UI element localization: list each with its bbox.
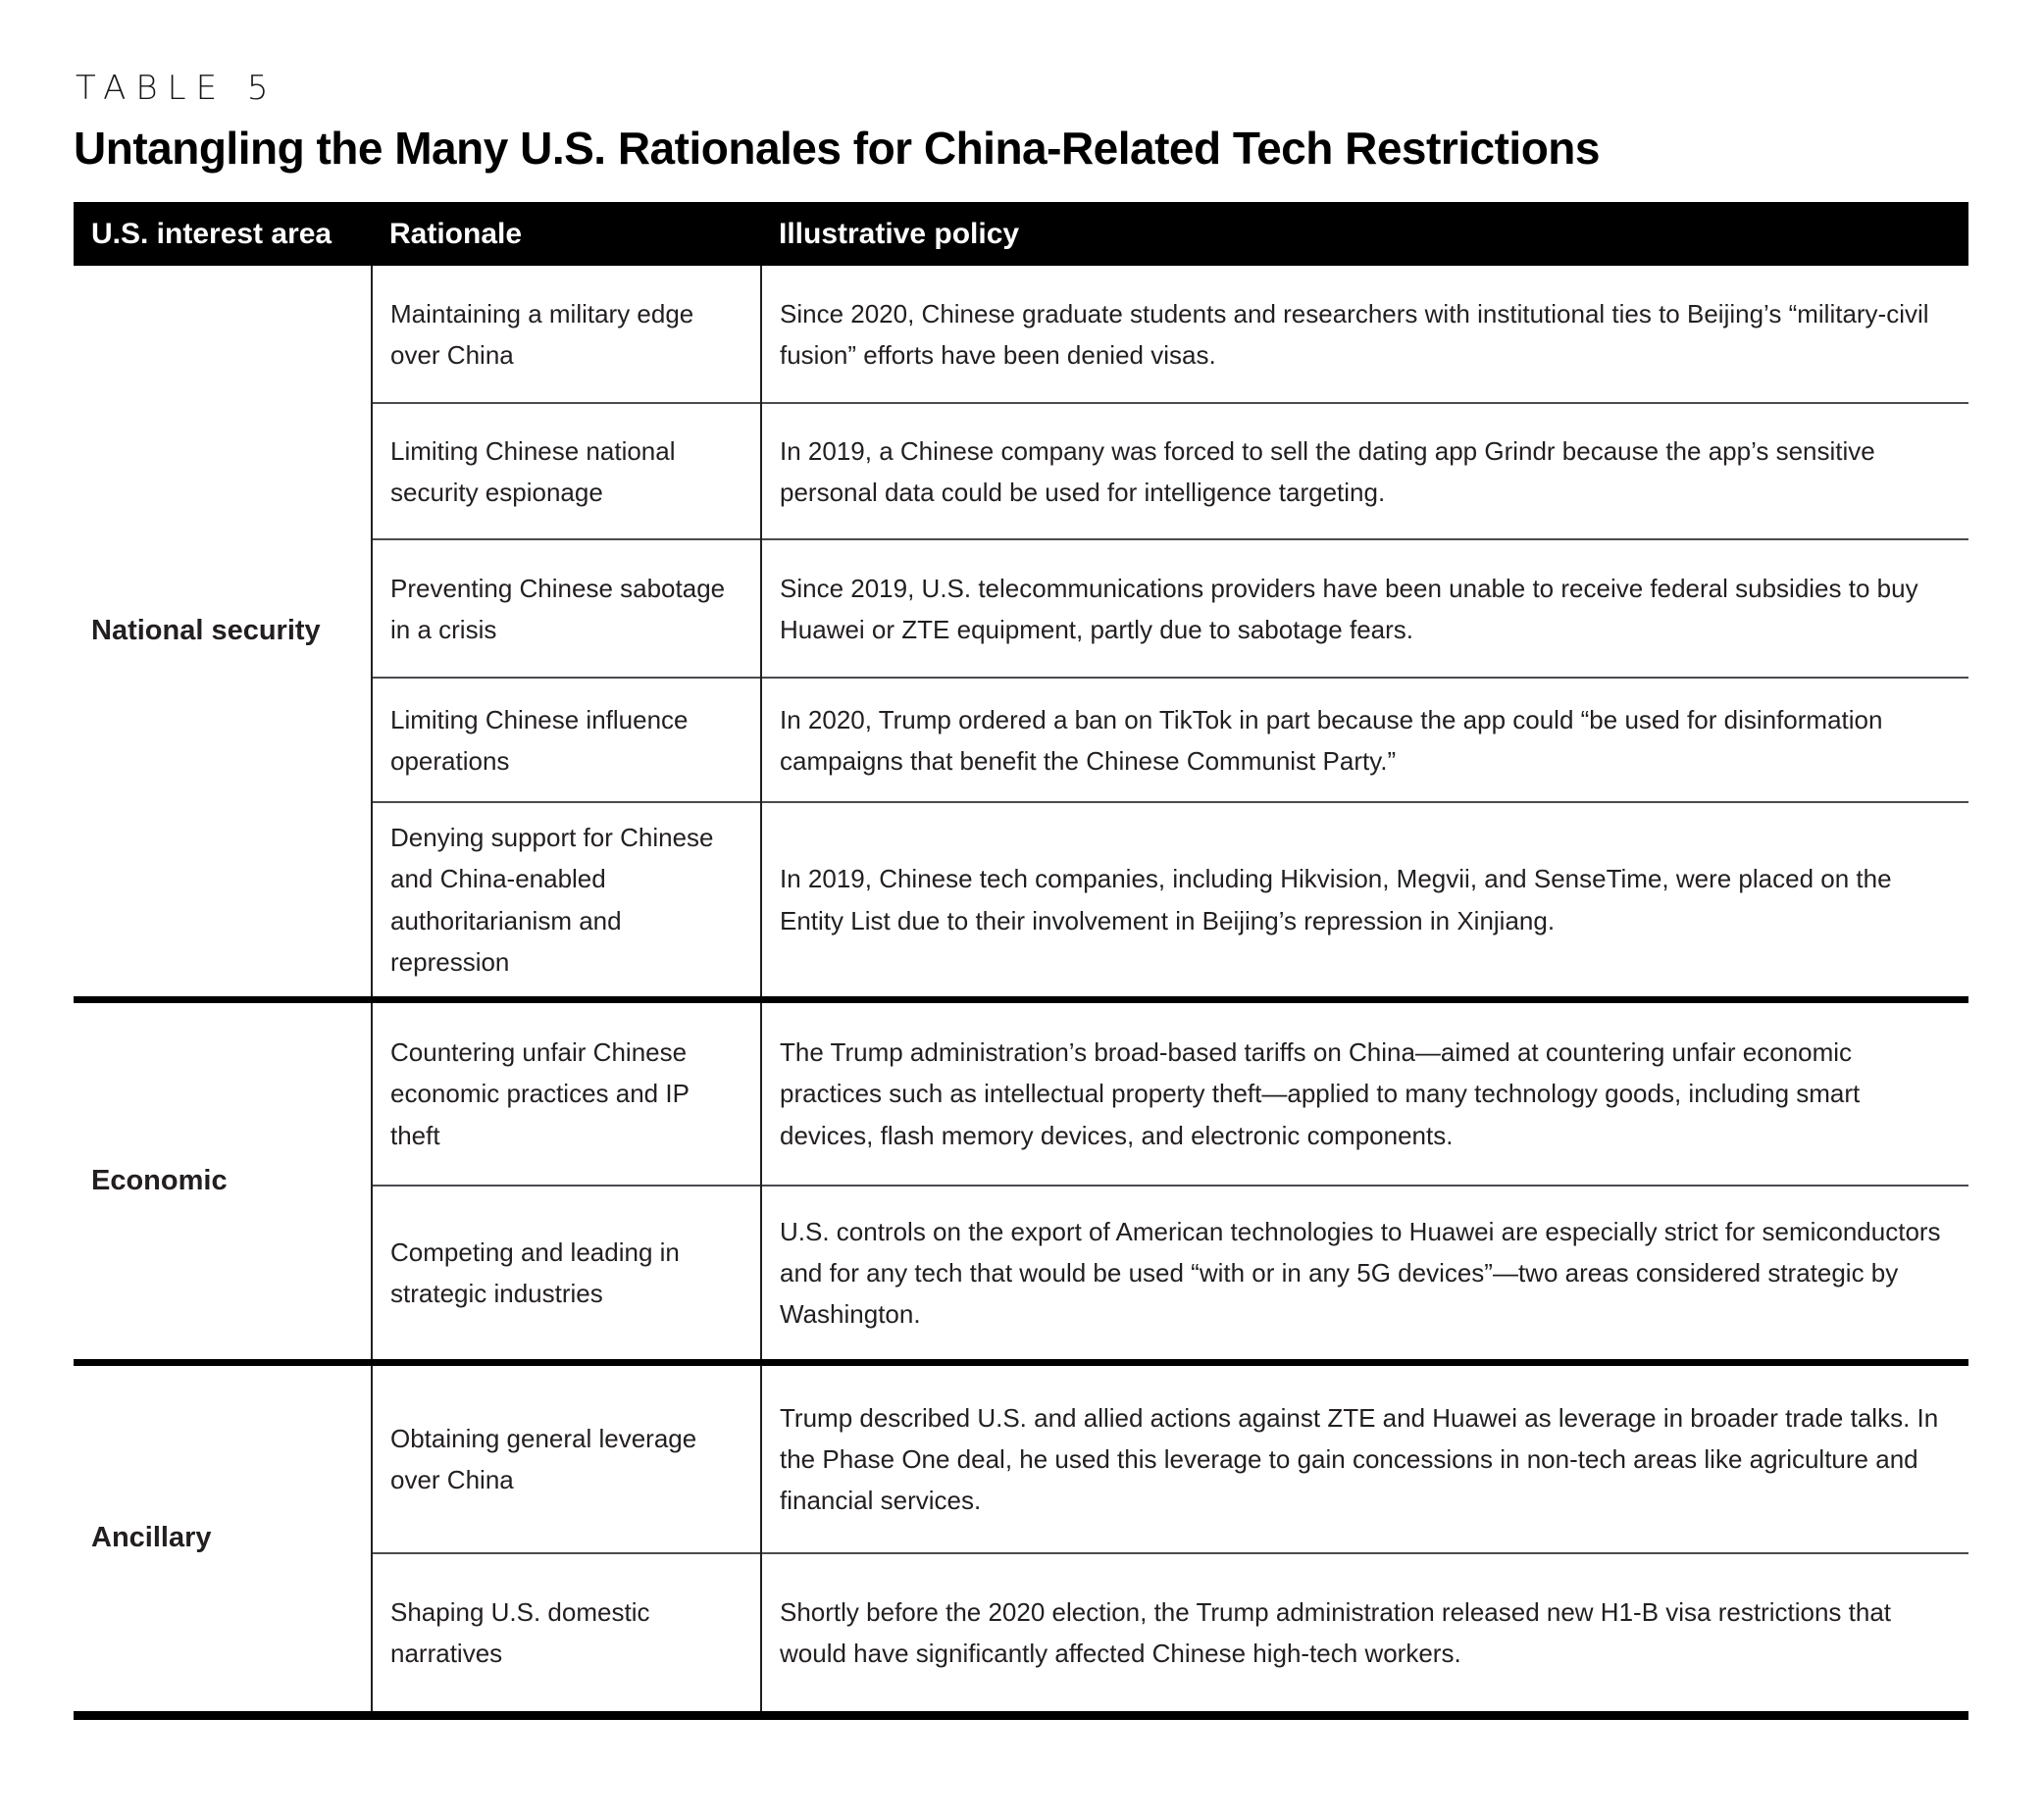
table-row: Preventing Chinese sabotage in a crisis … (74, 538, 1968, 679)
section-economic: Economic Countering unfair Chinese econo… (74, 995, 1968, 1363)
table-row: Competing and leading in strategic indus… (74, 1185, 1968, 1363)
section-ancillary: Ancillary Obtaining general leverage ove… (74, 1358, 1968, 1716)
policy-cell: In 2019, Chinese tech companies, includi… (760, 801, 1968, 1000)
rationale-cell: Preventing Chinese sabotage in a crisis (371, 538, 761, 679)
table-row: National security Maintaining a military… (74, 266, 1968, 1000)
policy-cell: In 2019, a Chinese company was forced to… (760, 402, 1968, 540)
table-header: U.S. interest area Rationale Illustrativ… (74, 202, 1968, 267)
column-header-rationale: Rationale (372, 202, 761, 267)
interest-area-cell: Economic (74, 995, 372, 1363)
column-header-interest-area: U.S. interest area (74, 202, 372, 267)
policy-cell: In 2020, Trump ordered a ban on TikTok i… (760, 677, 1968, 803)
interest-area-cell: National security (74, 266, 372, 1000)
rationale-cell: Countering unfair Chinese economic pract… (371, 995, 761, 1187)
rationale-cell: Denying support for Chinese and China-en… (371, 801, 761, 1000)
policy-cell: Trump described U.S. and allied actions … (760, 1358, 1968, 1554)
rationales-table: U.S. interest area Rationale Illustrativ… (74, 202, 1968, 1720)
table-row: Ancillary Obtaining general leverage ove… (74, 1358, 1968, 1716)
rationale-cell: Limiting Chinese national security espio… (371, 402, 761, 540)
rationale-cell: Obtaining general leverage over China (371, 1358, 761, 1554)
rationale-cell: Competing and leading in strategic indus… (371, 1185, 761, 1363)
table-row: Denying support for Chinese and China-en… (74, 801, 1968, 1000)
policy-cell: The Trump administration’s broad-based t… (760, 995, 1968, 1187)
policy-cell: Shortly before the 2020 election, the Tr… (760, 1552, 1968, 1716)
policy-cell: Since 2019, U.S. telecommunications prov… (760, 538, 1968, 679)
table-number-label: TABLE 5 (76, 69, 279, 108)
policy-cell: U.S. controls on the export of American … (760, 1185, 1968, 1363)
rationale-cell: Limiting Chinese influence operations (371, 677, 761, 803)
table-row: Limiting Chinese influence operations In… (74, 677, 1968, 803)
rationale-cell: Shaping U.S. domestic narratives (371, 1552, 761, 1716)
section-national-security: National security Maintaining a military… (74, 266, 1968, 1000)
table-row: Shaping U.S. domestic narratives Shortly… (74, 1552, 1968, 1716)
table-row: Limiting Chinese national security espio… (74, 402, 1968, 540)
policy-cell: Since 2020, Chinese graduate students an… (760, 266, 1968, 404)
rationale-cell: Maintaining a military edge over China (371, 266, 761, 404)
page-title: Untangling the Many U.S. Rationales for … (74, 123, 1600, 175)
table-row: Economic Countering unfair Chinese econo… (74, 995, 1968, 1363)
interest-area-cell: Ancillary (74, 1358, 372, 1716)
column-header-illustrative-policy: Illustrative policy (761, 202, 1968, 267)
